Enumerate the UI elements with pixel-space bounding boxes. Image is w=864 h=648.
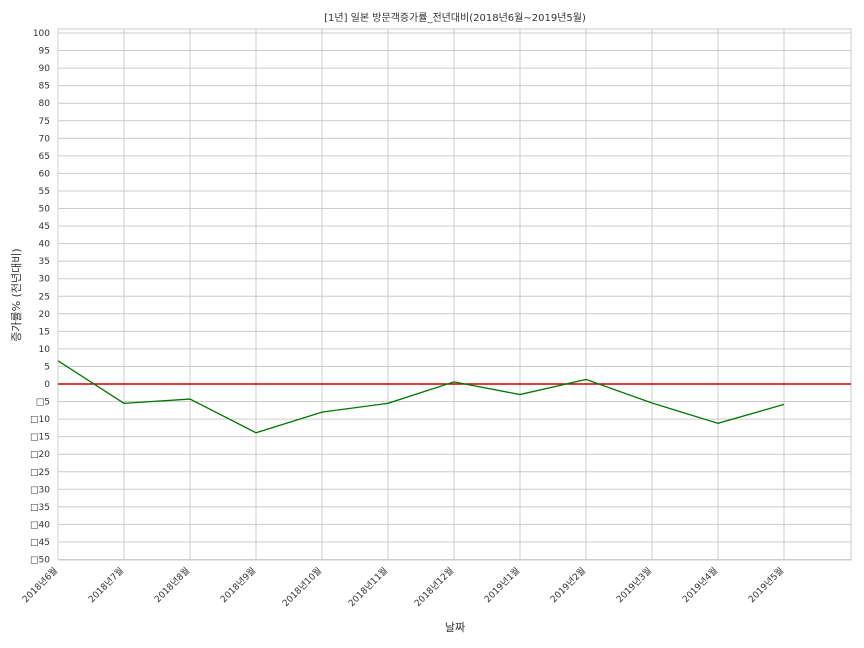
- y-tick-label: □40: [30, 520, 50, 530]
- x-tick-label: 2018년8월: [152, 565, 192, 605]
- data-points: [57, 360, 785, 433]
- chart-title: [1년] 일본 방문객증가률_전년대비(2018년6월~2019년5월): [324, 12, 586, 24]
- y-tick-label: 75: [39, 117, 50, 127]
- y-tick-label: 45: [39, 222, 50, 232]
- y-tick-label: □30: [30, 485, 50, 495]
- y-tick-label: 100: [33, 29, 50, 39]
- y-tick-label: □25: [30, 468, 50, 478]
- y-tick-label: 90: [39, 64, 51, 74]
- x-tick-label: 2019년1월: [482, 565, 522, 605]
- y-tick-label: 85: [39, 82, 50, 92]
- x-axis-label: 날짜: [445, 621, 465, 634]
- y-tick-label: 35: [39, 257, 50, 267]
- y-tick-label: 25: [39, 292, 50, 302]
- y-tick-label: □45: [30, 538, 50, 548]
- y-tick-label: 40: [39, 240, 51, 250]
- x-tick-label: 2018년6월: [20, 565, 60, 605]
- y-tick-label: 65: [39, 152, 50, 162]
- y-tick-label: □35: [30, 503, 50, 513]
- x-tick-label: 2019년4월: [680, 565, 720, 605]
- y-tick-label: 55: [39, 187, 50, 197]
- y-tick-label: 80: [39, 99, 51, 109]
- x-tick-label: 2019년2월: [548, 565, 588, 605]
- x-tick-label: 2018년7월: [86, 565, 126, 605]
- grid: [57, 29, 851, 560]
- x-tick-label: 2019년5월: [746, 565, 786, 605]
- y-tick-label: 20: [39, 310, 51, 320]
- y-tick-label: 0: [44, 380, 50, 390]
- plot-frame: [57, 28, 852, 561]
- x-tick-label: 2018년11월: [346, 565, 390, 609]
- y-tick-label: 60: [39, 169, 51, 179]
- x-tick-label: 2018년12월: [412, 565, 456, 609]
- y-axis-ticks: 1009590858075706560555045403530252015105…: [30, 29, 50, 566]
- x-tick-label: 2018년9월: [218, 565, 258, 605]
- y-tick-label: 30: [39, 275, 51, 285]
- y-tick-label: □20: [30, 450, 50, 460]
- series-line: [57, 360, 785, 434]
- y-tick-label: 95: [39, 47, 50, 57]
- y-tick-label: 70: [39, 134, 51, 144]
- y-tick-label: 50: [39, 205, 51, 215]
- y-tick-label: □5: [36, 398, 50, 408]
- y-tick-label: □50: [30, 556, 50, 566]
- y-tick-label: □10: [30, 415, 50, 425]
- y-axis-label: 증가률% (전년대비): [10, 248, 23, 341]
- y-tick-label: 15: [39, 327, 50, 337]
- x-tick-label: 2019년3월: [614, 565, 654, 605]
- x-axis-ticks: 2018년6월 2018년7월 2018년8월 2018년9월 2018년10월 2018…: [20, 565, 786, 609]
- y-tick-label: 5: [44, 362, 50, 372]
- x-tick-label: 2018년10월: [280, 565, 324, 609]
- y-tick-label: □15: [30, 433, 50, 443]
- y-tick-label: 10: [39, 345, 51, 355]
